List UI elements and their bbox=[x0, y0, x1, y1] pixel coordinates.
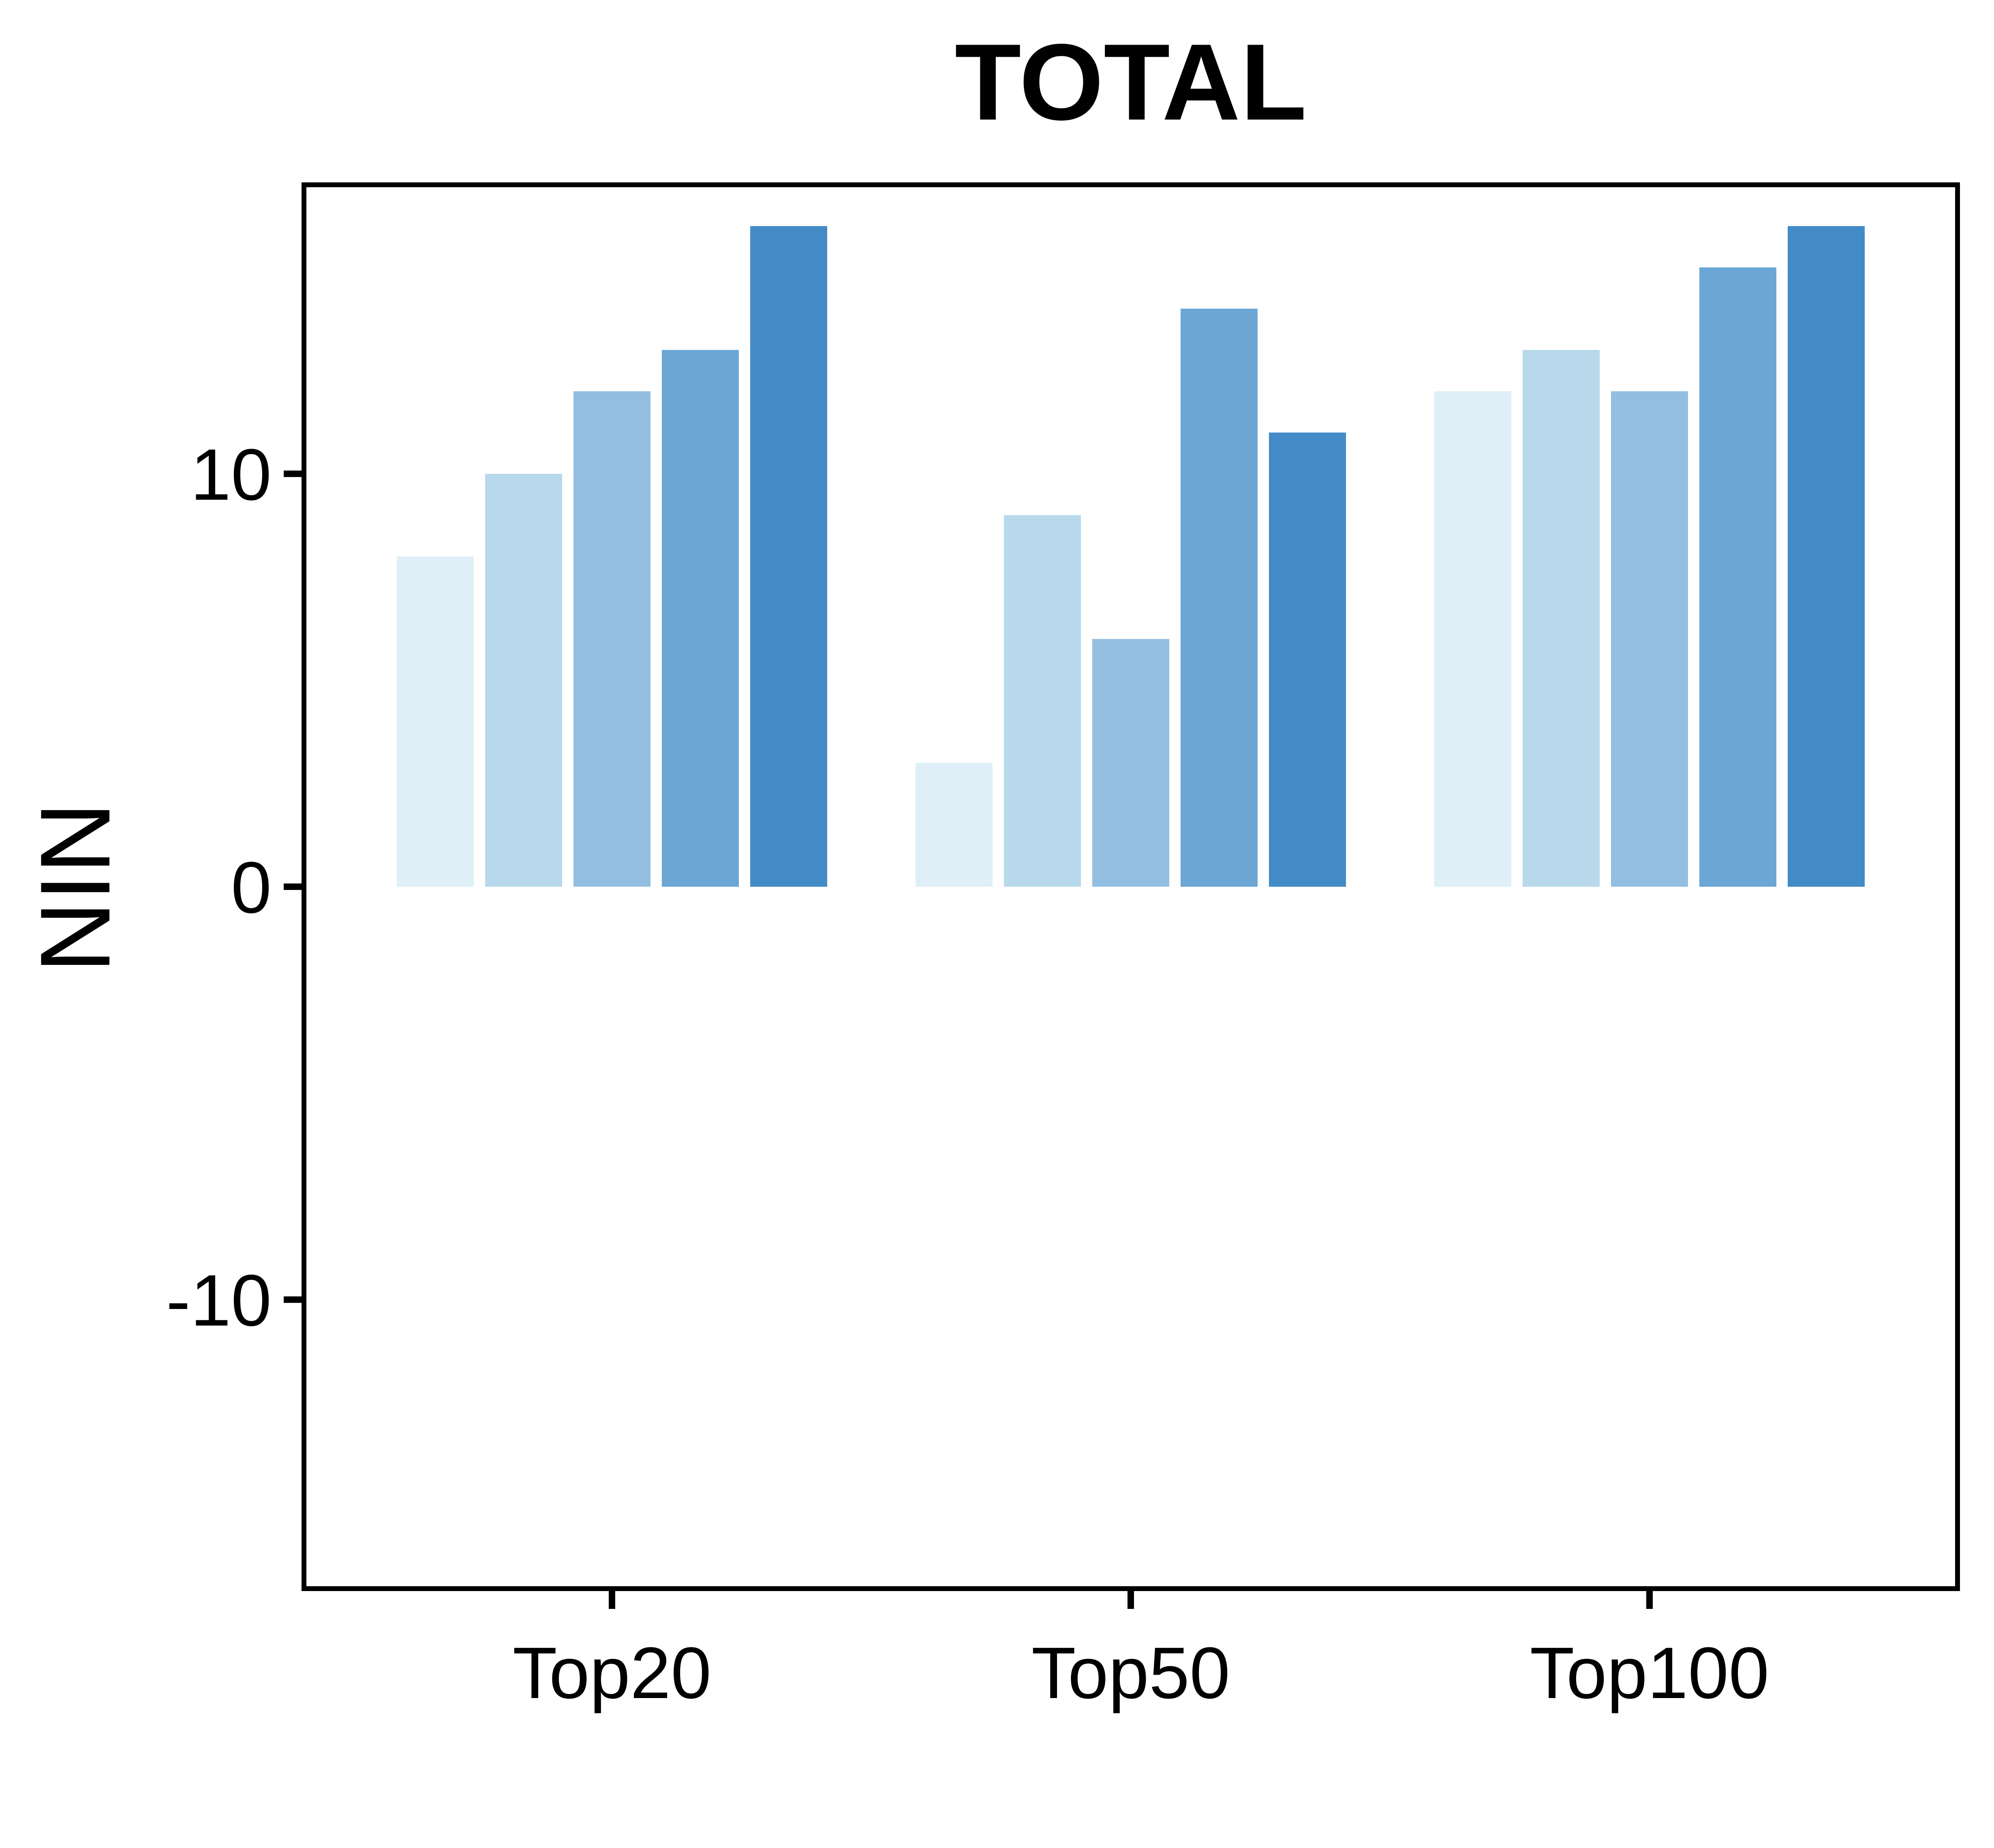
bar-top50-series2 bbox=[1004, 515, 1081, 887]
y-tick-label: 10 bbox=[190, 434, 272, 515]
bar-top20-series4 bbox=[662, 350, 739, 887]
bar-top100-series5 bbox=[1788, 226, 1865, 887]
plot-area: -10 0 10 Top20 Top50 Top100 bbox=[166, 182, 1960, 1714]
x-tick-label: Top100 bbox=[1530, 1632, 1769, 1714]
bar-top50-series5 bbox=[1269, 432, 1346, 887]
bar-top20-series3 bbox=[573, 391, 650, 887]
bar-top20-series5 bbox=[750, 226, 827, 887]
y-tick-label: 0 bbox=[231, 847, 272, 928]
bar-top100-series2 bbox=[1523, 350, 1600, 887]
y-tick-label: -10 bbox=[166, 1260, 272, 1341]
bar-top20-series1 bbox=[397, 556, 474, 887]
bar-top100-series1 bbox=[1434, 391, 1511, 887]
x-tick-label: Top20 bbox=[513, 1632, 711, 1714]
bar-top50-series4 bbox=[1181, 308, 1258, 887]
bar-top50-series1 bbox=[916, 763, 993, 887]
x-tick-label: Top50 bbox=[1031, 1632, 1230, 1714]
y-axis-label: NIN bbox=[19, 802, 131, 973]
bar-top20-series2 bbox=[485, 474, 562, 887]
chart-title: TOTAL bbox=[955, 21, 1307, 143]
bar-top50-series3 bbox=[1092, 639, 1169, 887]
bar-top100-series3 bbox=[1611, 391, 1688, 887]
bar-top100-series4 bbox=[1699, 267, 1776, 887]
